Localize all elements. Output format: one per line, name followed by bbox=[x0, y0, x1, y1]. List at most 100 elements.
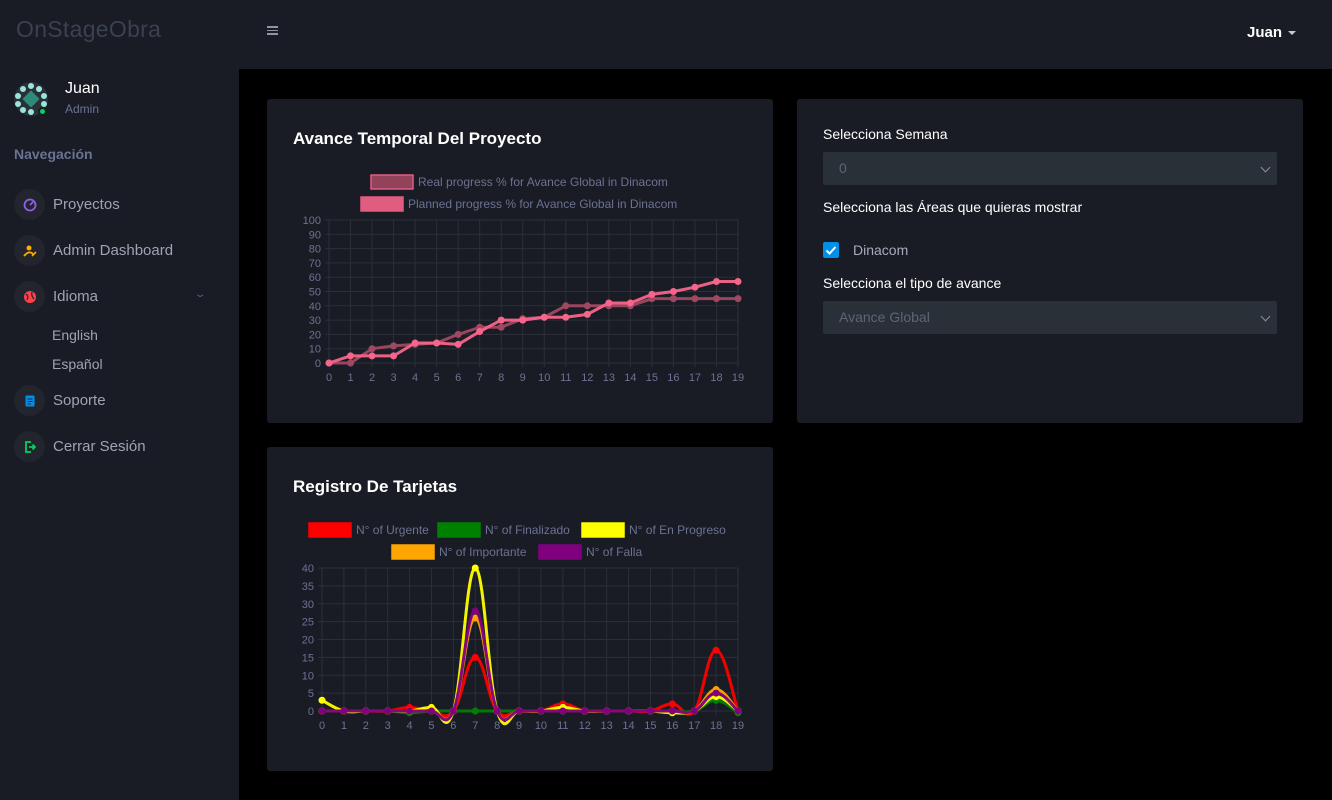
y-tick-label: 80 bbox=[309, 244, 321, 256]
sidebar-item-admin-dashboard[interactable]: Admin Dashboard bbox=[14, 235, 224, 267]
legend-label: Real progress % for Avance Global in Din… bbox=[418, 175, 668, 189]
x-tick-label: 12 bbox=[579, 720, 591, 732]
type-label: Selecciona el tipo de avance bbox=[823, 275, 1002, 291]
x-tick-label: 18 bbox=[710, 372, 722, 384]
chevron-down-icon bbox=[1260, 162, 1271, 173]
series-line bbox=[321, 566, 739, 726]
menu-toggle-icon[interactable] bbox=[267, 24, 279, 40]
data-point bbox=[515, 707, 523, 715]
y-tick-label: 100 bbox=[303, 215, 321, 227]
x-tick-label: 13 bbox=[601, 720, 613, 732]
legend-item: Real progress % for Avance Global in Din… bbox=[370, 174, 668, 190]
x-tick-label: 19 bbox=[732, 372, 744, 384]
x-tick-label: 15 bbox=[644, 720, 656, 732]
series bbox=[318, 614, 742, 721]
x-tick-label: 3 bbox=[385, 720, 391, 732]
user-dropdown[interactable]: Juan bbox=[1247, 24, 1296, 41]
legend-label: N° of Finalizado bbox=[485, 523, 570, 537]
data-point bbox=[562, 302, 570, 310]
data-point bbox=[712, 295, 720, 303]
data-point bbox=[603, 707, 611, 715]
data-point bbox=[712, 277, 720, 285]
logout-icon bbox=[14, 431, 45, 462]
x-tick-label: 11 bbox=[560, 372, 571, 384]
data-point bbox=[427, 707, 435, 715]
area-checkbox-label[interactable]: Dinacom bbox=[853, 242, 909, 258]
data-point bbox=[454, 330, 462, 338]
legend-item: Planned progress % for Avance Global in … bbox=[360, 196, 677, 212]
data-point bbox=[471, 653, 479, 661]
data-point bbox=[406, 707, 414, 715]
x-tick-label: 19 bbox=[732, 720, 744, 732]
data-point bbox=[368, 352, 376, 360]
data-point bbox=[537, 707, 545, 715]
data-point bbox=[433, 339, 441, 347]
x-tick-label: 6 bbox=[455, 372, 461, 384]
x-tick-label: 7 bbox=[477, 372, 483, 384]
sidebar-subitem-english[interactable]: English bbox=[52, 327, 98, 343]
cards-chart-card: Registro De Tarjetas N° of Urgente N° of … bbox=[267, 447, 773, 771]
y-tick-label: 20 bbox=[309, 329, 321, 341]
profile-name: Juan bbox=[65, 80, 100, 97]
data-point bbox=[497, 323, 505, 331]
data-point bbox=[734, 277, 742, 285]
series bbox=[325, 277, 742, 367]
week-select[interactable]: 0 bbox=[823, 152, 1277, 185]
check-icon bbox=[825, 246, 837, 255]
x-tick-label: 0 bbox=[326, 372, 332, 384]
data-point bbox=[325, 359, 333, 367]
sidebar-item-soporte[interactable]: Soporte bbox=[14, 385, 224, 417]
y-tick-label: 90 bbox=[309, 229, 321, 241]
y-tick-label: 25 bbox=[302, 617, 314, 629]
legend-item: N° of Finalizado bbox=[437, 522, 570, 538]
data-point bbox=[449, 707, 457, 715]
series-line bbox=[322, 648, 740, 718]
series-line bbox=[328, 279, 738, 365]
sidebar-item-proyectos[interactable]: Proyectos bbox=[14, 189, 224, 221]
y-tick-label: 30 bbox=[309, 315, 321, 327]
cards-chart: N° of Urgente N° of Finalizado N° of En Pr… bbox=[302, 522, 744, 732]
data-point bbox=[497, 316, 505, 324]
x-tick-label: 2 bbox=[363, 720, 369, 732]
data-point bbox=[476, 328, 484, 336]
data-point bbox=[712, 646, 720, 654]
y-tick-label: 10 bbox=[309, 344, 321, 356]
topbar: Juan bbox=[239, 0, 1332, 69]
sidebar-subitem-espanol[interactable]: Español bbox=[52, 356, 103, 372]
x-tick-label: 7 bbox=[472, 720, 478, 732]
data-point bbox=[625, 707, 633, 715]
data-point bbox=[669, 295, 677, 303]
type-select[interactable]: Avance Global bbox=[823, 301, 1277, 334]
data-point bbox=[668, 707, 676, 715]
y-tick-label: 30 bbox=[302, 599, 314, 611]
areas-label: Selecciona las Áreas que quieras mostrar bbox=[823, 199, 1083, 215]
caret-down-icon bbox=[1288, 31, 1296, 36]
legend-swatch bbox=[391, 544, 435, 560]
y-tick-label: 0 bbox=[308, 706, 314, 718]
x-tick-label: 5 bbox=[434, 372, 440, 384]
legend-item: N° of Falla bbox=[538, 544, 642, 560]
area-checkbox[interactable] bbox=[823, 242, 839, 258]
sidebar-item-idioma[interactable]: Idioma ⌄ bbox=[14, 281, 224, 313]
card-title: Registro De Tarjetas bbox=[293, 477, 458, 496]
speedometer-icon bbox=[14, 189, 45, 220]
type-select-value: Avance Global bbox=[839, 309, 930, 325]
sidebar-item-cerrar-sesion[interactable]: Cerrar Sesión bbox=[14, 431, 224, 463]
data-point bbox=[734, 295, 742, 303]
week-label: Selecciona Semana bbox=[823, 126, 948, 142]
data-point bbox=[340, 707, 348, 715]
y-tick-label: 20 bbox=[302, 635, 314, 647]
x-tick-label: 17 bbox=[688, 720, 700, 732]
data-point bbox=[318, 696, 326, 704]
brand-logo[interactable]: OnStageObra bbox=[16, 16, 162, 42]
data-point bbox=[454, 340, 462, 348]
data-point bbox=[583, 310, 591, 318]
series bbox=[318, 564, 742, 726]
data-point bbox=[559, 707, 567, 715]
chevron-down-icon: ⌄ bbox=[193, 289, 207, 300]
data-point bbox=[347, 359, 355, 367]
legend-label: N° of Urgente bbox=[356, 523, 429, 537]
x-tick-label: 9 bbox=[516, 720, 522, 732]
data-point bbox=[471, 564, 479, 572]
legend-label: N° of Importante bbox=[439, 545, 527, 559]
